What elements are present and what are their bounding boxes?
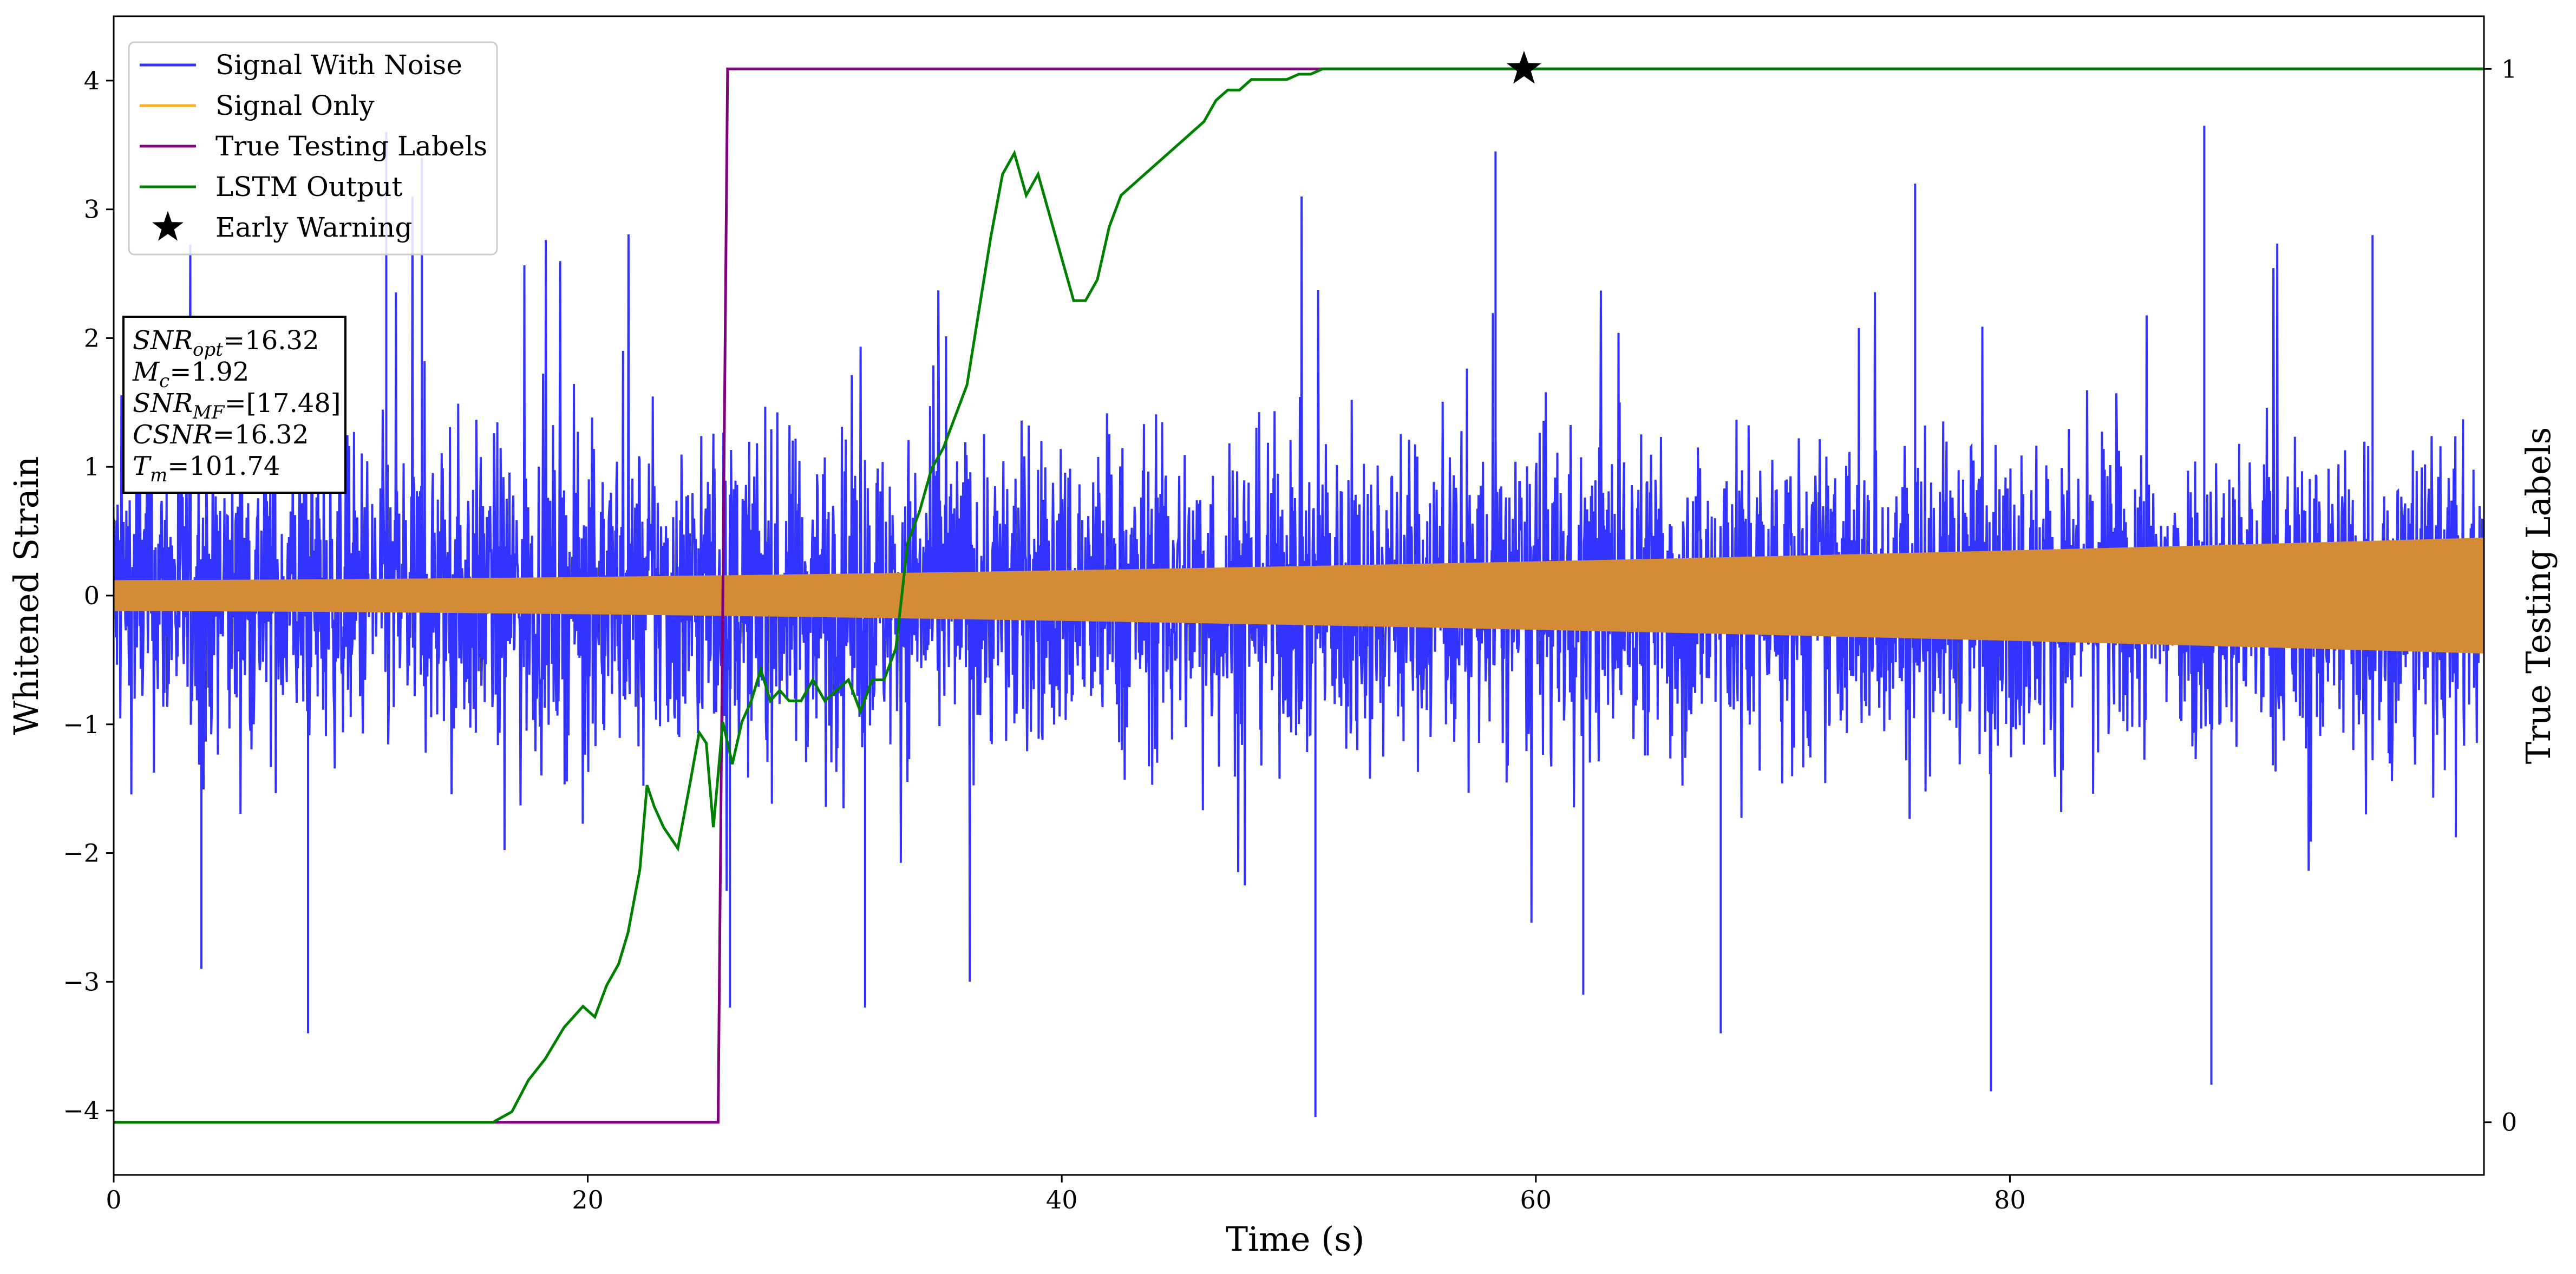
legend-label-signal-only: Signal Only <box>215 90 375 121</box>
x-tick-label: 0 <box>106 1185 121 1214</box>
legend-star-icon <box>152 211 184 241</box>
legend-label-early-warning: Early Warning <box>215 212 413 243</box>
y-tick-label: −1 <box>63 710 100 739</box>
y-axis-right-label: True Testing Labels <box>2519 427 2558 765</box>
y-tick-label: −3 <box>63 967 100 996</box>
annotation-box-frame <box>122 316 346 494</box>
annotation-line-snr-mf: SNRMF=[17.48] <box>133 388 341 423</box>
x-tick-label: 60 <box>1520 1185 1552 1214</box>
plot-area <box>114 67 2484 1124</box>
y-axis-right-ticks: 01 <box>2484 54 2517 1137</box>
y-right-tick-label: 0 <box>2501 1108 2517 1137</box>
x-axis-ticks: 0 20 40 60 80 <box>106 1175 2026 1214</box>
legend-label-lstm-output: LSTM Output <box>215 171 402 202</box>
x-tick-label: 40 <box>1046 1185 1078 1214</box>
y-tick-label: −2 <box>63 839 100 868</box>
legend-box <box>128 41 498 256</box>
annotation-box: SNRopt=16.32 Mc=1.92 SNRMF=[17.48] CSNR=… <box>122 316 346 494</box>
y-tick-label: 3 <box>84 195 100 224</box>
y-tick-label: 4 <box>84 66 100 95</box>
y-right-tick-label: 1 <box>2501 54 2517 83</box>
legend-label-true-testing-labels: True Testing Labels <box>215 130 487 162</box>
x-tick-label: 20 <box>572 1185 604 1214</box>
annotation-line-mc: Mc=1.92 <box>132 357 249 392</box>
y-axis-ticks: −4 −3 −2 −1 0 1 2 3 4 <box>63 66 114 1125</box>
y-tick-label: 2 <box>84 323 100 352</box>
y-tick-label: 1 <box>84 452 100 481</box>
annotation-line-csnr: CSNR=16.32 <box>133 420 309 450</box>
annotation-line-tm: Tm=101.74 <box>133 451 280 486</box>
series-lstm-output <box>114 67 2484 1124</box>
legend-label-signal-with-noise: Signal With Noise <box>215 49 462 81</box>
x-axis-label: Time (s) <box>1226 1219 1365 1259</box>
y-tick-label: −4 <box>63 1096 100 1125</box>
early-warning-star-icon <box>1506 50 1541 84</box>
x-tick-label: 80 <box>1994 1185 2026 1214</box>
series-signal-only <box>114 537 2484 654</box>
annotation-line-snr-opt: SNRopt=16.32 <box>133 325 319 361</box>
y-tick-label: 0 <box>84 581 100 610</box>
early-warning-layer <box>1506 50 1541 84</box>
noise-spikes <box>200 126 2374 1117</box>
y-axis-label: Whitened Strain <box>6 456 46 735</box>
legend: Signal With Noise Signal Only True Testi… <box>128 41 498 256</box>
